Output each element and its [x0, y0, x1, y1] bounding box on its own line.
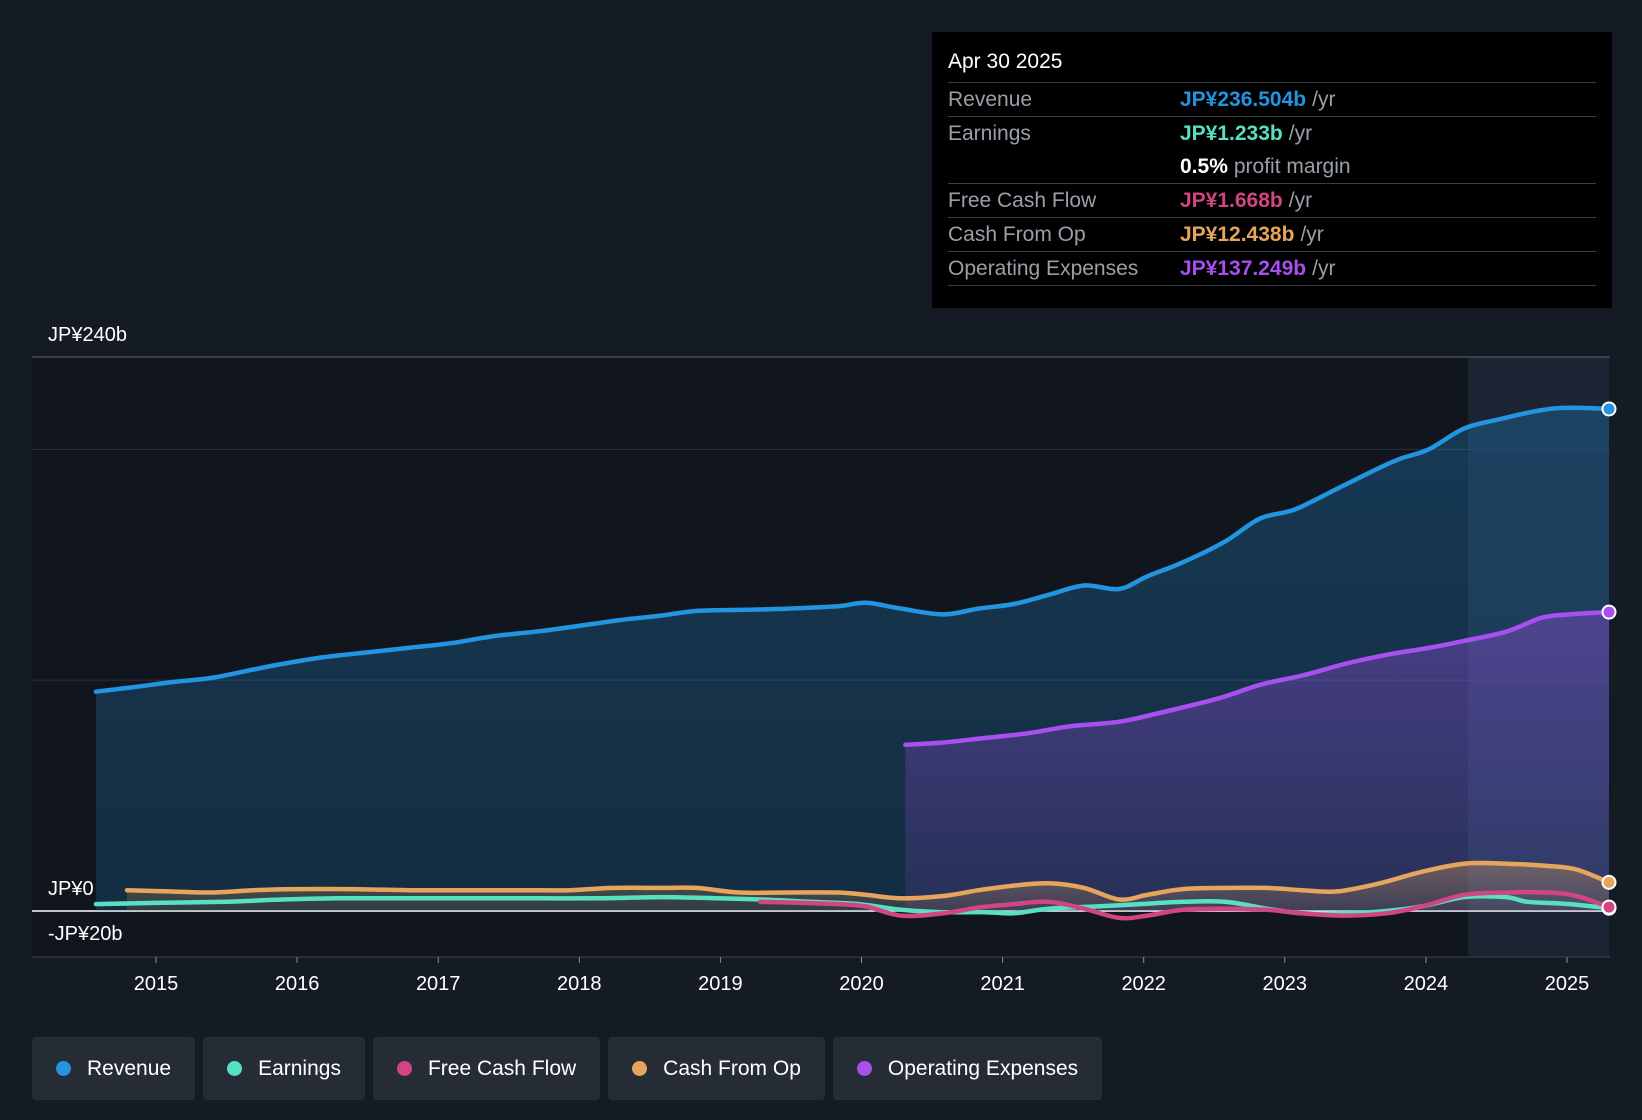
tooltip-revenue-unit: /yr — [1312, 87, 1336, 111]
operating-expenses-area — [905, 612, 1609, 911]
tooltip-earnings-value: JP¥1.233b — [1180, 121, 1283, 145]
chart: JP¥240b JP¥0 -JP¥20b 2015 2016 2017 2018 2019 20… — [32, 324, 1617, 995]
x-tick-label-2015: 2015 — [134, 973, 179, 995]
tooltip-cfo-label: Cash From Op — [948, 222, 1086, 246]
legend-label-earnings: Earnings — [258, 1056, 341, 1080]
y-label-top: JP¥240b — [48, 324, 127, 346]
operating-expenses-end-marker — [1601, 604, 1617, 620]
x-tick-label-2025: 2025 — [1545, 973, 1590, 995]
x-tick-label-2022: 2022 — [1121, 973, 1166, 995]
tooltip-margin-text: profit margin — [1233, 154, 1351, 178]
cash-from-op-line — [124, 860, 1612, 902]
x-tick-label-2018: 2018 — [557, 973, 602, 995]
tooltip-fcf-unit: /yr — [1288, 188, 1313, 212]
revenue-line — [93, 405, 1612, 694]
x-tick-label-2017: 2017 — [416, 973, 461, 995]
legend-label-revenue: Revenue — [87, 1056, 172, 1080]
legend-label-free-cash-flow: Free Cash Flow — [427, 1056, 577, 1080]
cash-from-op-dot-icon — [632, 1061, 648, 1076]
tooltip-row-earnings: Earnings JP¥1.233b /yr — [948, 117, 1596, 150]
tooltip-opex-unit: /yr — [1312, 256, 1336, 280]
x-tick-label-2023: 2023 — [1263, 973, 1308, 995]
free-cash-flow-end-marker — [1601, 899, 1617, 915]
tooltip-cfo-unit: /yr — [1300, 222, 1324, 246]
y-label-bottom: -JP¥20b — [48, 923, 123, 945]
legend-item-revenue[interactable]: Revenue — [32, 1037, 196, 1100]
legend-item-earnings[interactable]: Earnings — [203, 1037, 365, 1100]
operating-expenses-dot-icon — [856, 1061, 872, 1076]
revenue-dot-icon — [56, 1061, 71, 1076]
legend: Revenue Earnings Free Cash Flow Cash Fro… — [32, 1037, 1103, 1100]
tooltip-cfo-value: JP¥12.438b — [1180, 222, 1295, 246]
tooltip-margin-pct: 0.5% — [1180, 154, 1228, 178]
cash-from-op-end-marker — [1601, 874, 1617, 890]
tooltip-row-revenue: Revenue JP¥236.504b /yr — [948, 83, 1596, 117]
legend-item-operating-expenses[interactable]: Operating Expenses — [832, 1037, 1103, 1100]
tooltip-revenue-label: Revenue — [948, 87, 1033, 111]
x-tick-label-2020: 2020 — [839, 973, 884, 995]
tooltip-opex-label: Operating Expenses — [948, 256, 1139, 280]
earnings-dot-icon — [227, 1061, 243, 1076]
x-tick-label-2021: 2021 — [980, 973, 1025, 995]
tooltip-earnings-unit: /yr — [1288, 121, 1313, 145]
tooltip-fcf-value: JP¥1.668b — [1180, 188, 1283, 212]
legend-label-operating-expenses: Operating Expenses — [887, 1056, 1079, 1080]
tooltip-earnings-label: Earnings — [948, 121, 1031, 145]
free-cash-flow-line — [758, 889, 1612, 921]
legend-label-cash-from-op: Cash From Op — [663, 1056, 801, 1080]
tooltip-fcf-label: Free Cash Flow — [948, 188, 1097, 212]
tooltip-row-fcf: Free Cash Flow JP¥1.668b /yr — [948, 184, 1596, 218]
x-tick-label-2016: 2016 — [275, 973, 320, 995]
tooltip-date: Apr 30 2025 — [948, 46, 1596, 83]
revenue-end-marker — [1601, 401, 1617, 417]
legend-item-free-cash-flow[interactable]: Free Cash Flow — [372, 1037, 601, 1100]
tooltip-revenue-value: JP¥236.504b — [1180, 87, 1307, 111]
x-tick-label-2019: 2019 — [698, 973, 743, 995]
legend-item-cash-from-op[interactable]: Cash From Op — [608, 1037, 825, 1100]
tooltip-row-cfo: Cash From Op JP¥12.438b /yr — [948, 218, 1596, 252]
tooltip-opex-value: JP¥137.249b — [1180, 256, 1307, 280]
tooltip-row-margin: 0.5% profit margin — [948, 150, 1596, 184]
tooltip: Apr 30 2025 Revenue JP¥236.504b /yr Earn… — [932, 32, 1612, 308]
y-label-zero: JP¥0 — [48, 878, 94, 900]
free-cash-flow-dot-icon — [396, 1061, 412, 1076]
operating-expenses-line — [903, 609, 1612, 748]
tooltip-row-opex: Operating Expenses JP¥137.249b /yr — [948, 252, 1596, 286]
x-tick-label-2024: 2024 — [1404, 973, 1449, 995]
